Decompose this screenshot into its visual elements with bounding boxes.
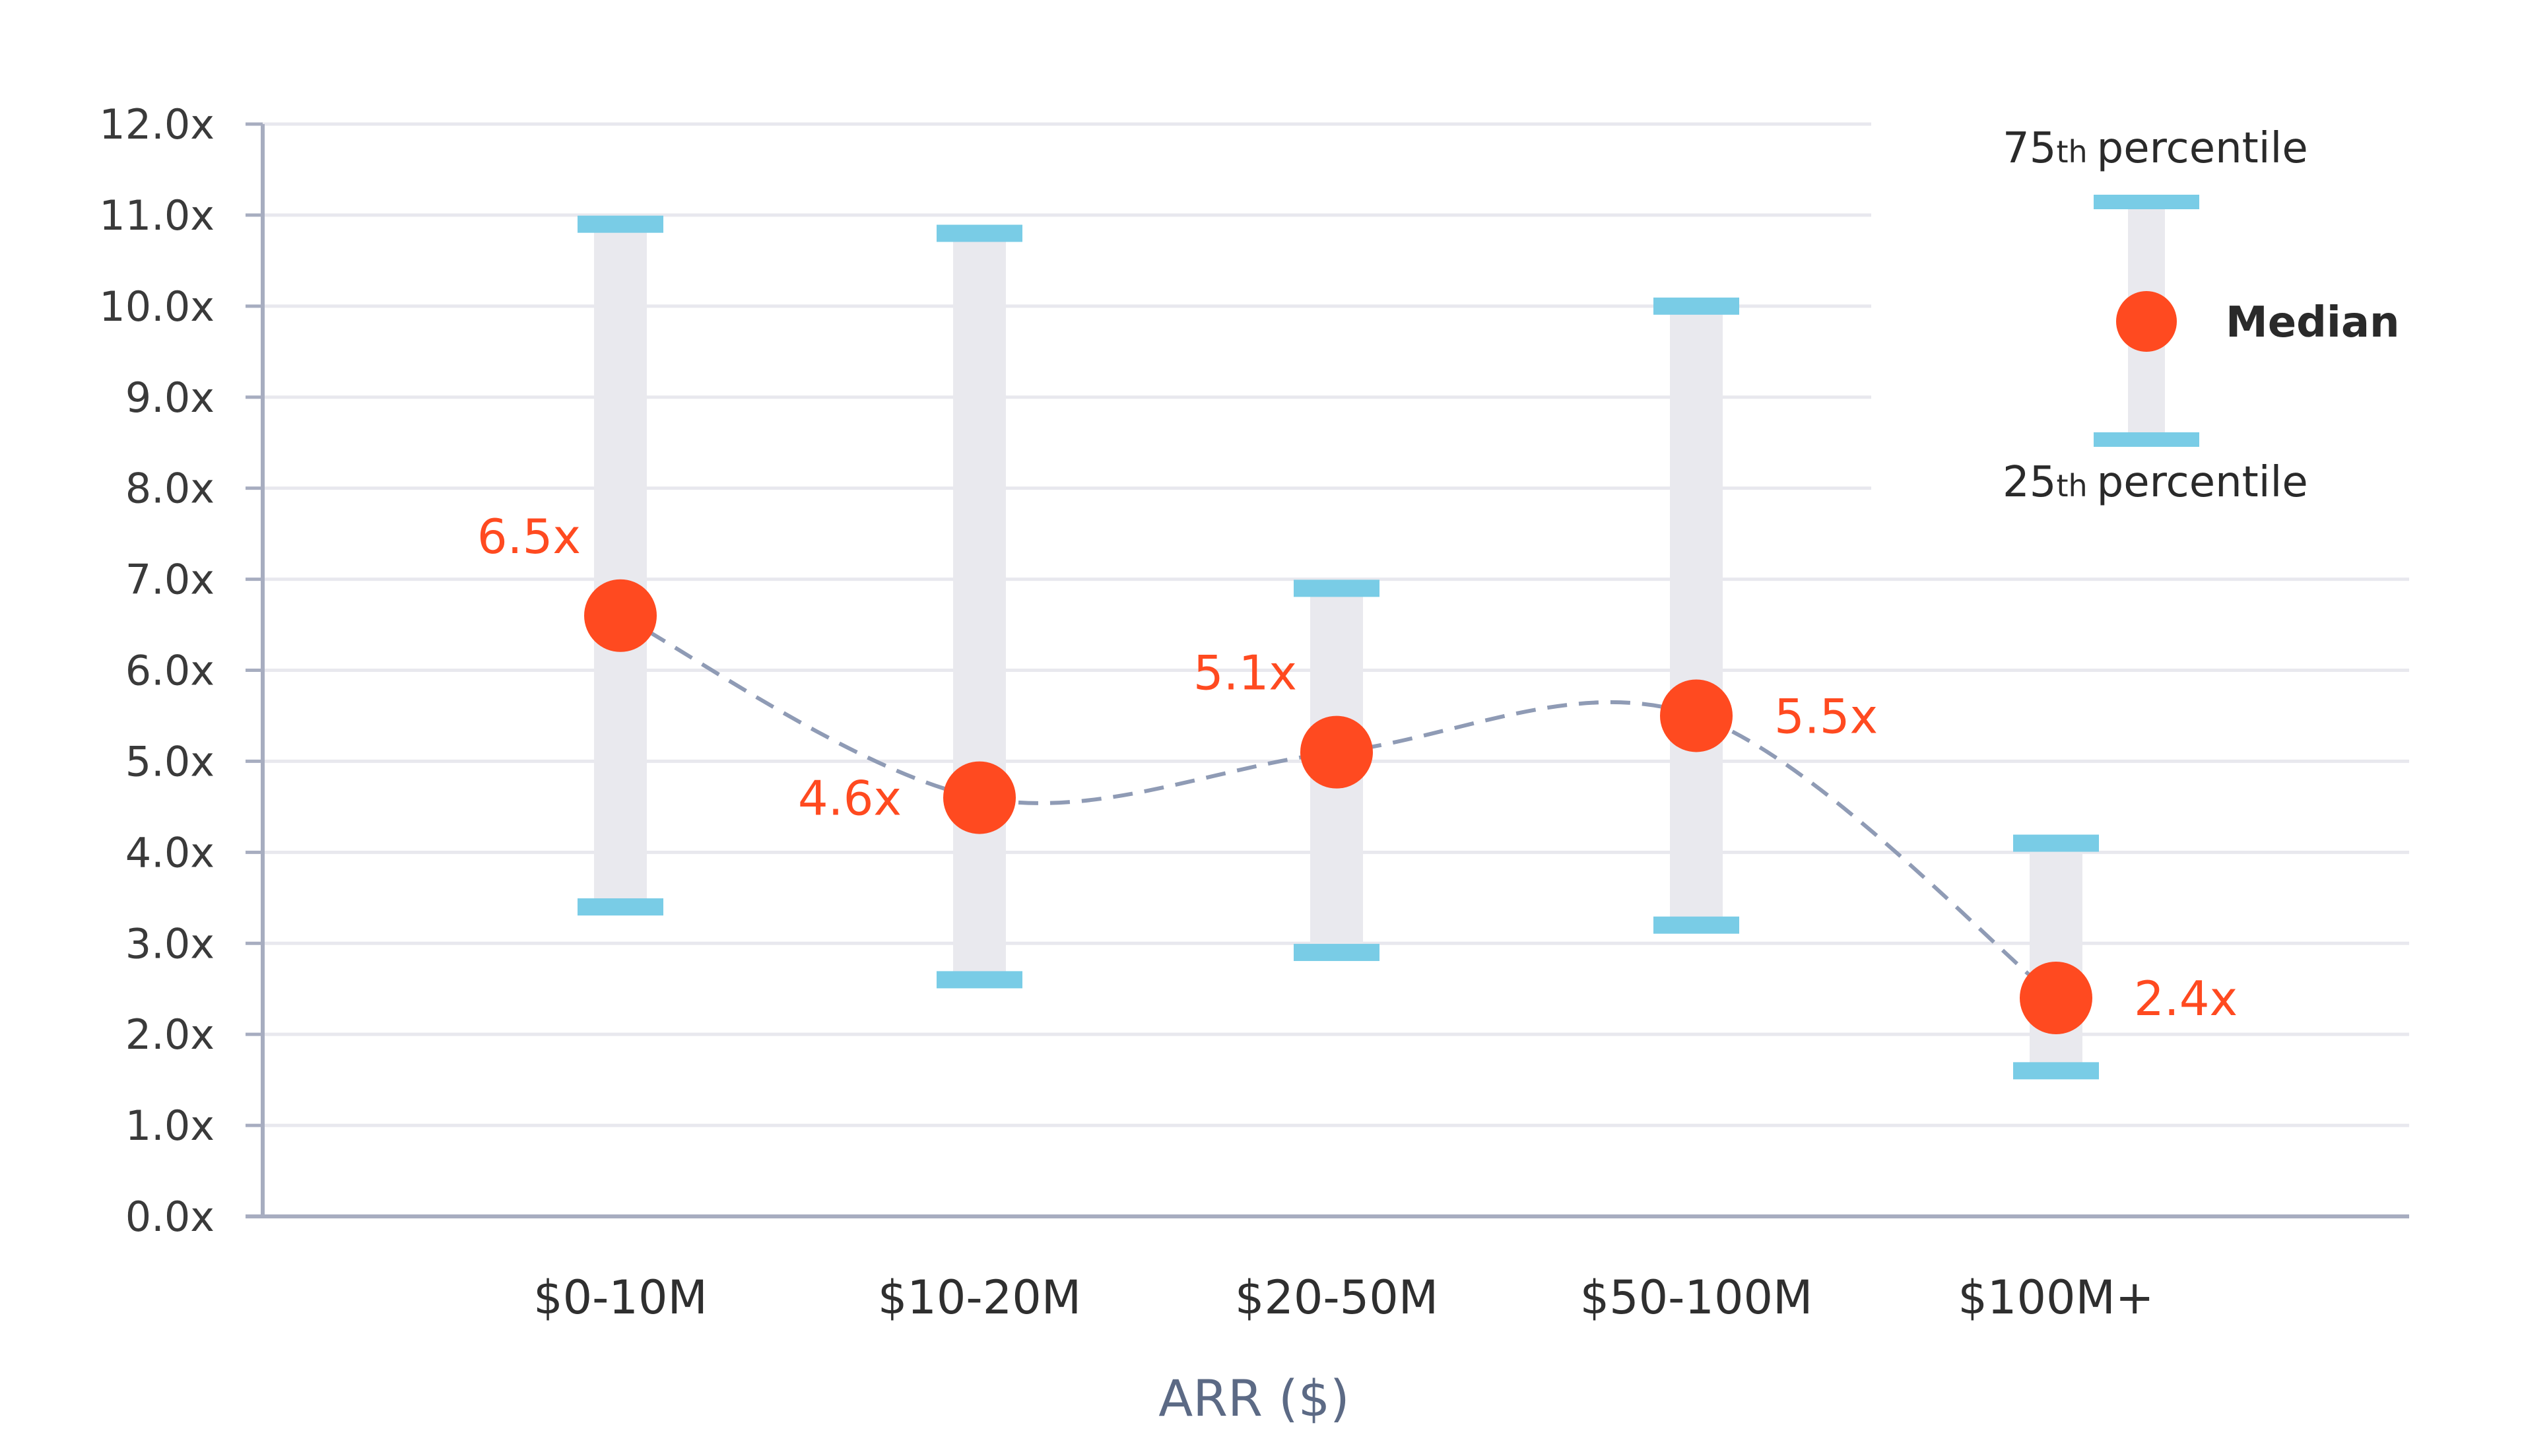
x-category-label: $100M+: [1958, 1271, 2154, 1325]
x-category-label: $0-10M: [533, 1271, 708, 1325]
x-category-label: $10-20M: [878, 1271, 1081, 1325]
legend-75th-cap: [2094, 195, 2199, 209]
median-points: 6.5x 4.6x 5.1x 5.5x 2.4x: [477, 509, 2238, 1034]
axes: [246, 124, 2409, 1218]
percentile-75th-cap: [1653, 297, 1739, 315]
y-tick-label: 8.0x: [125, 465, 215, 513]
y-tick-label: 6.0x: [125, 647, 215, 695]
legend: 75th percentile Median 25th percentile: [2003, 124, 2400, 507]
y-tick-label: 0.0x: [125, 1193, 215, 1241]
median-data-label: 5.1x: [1193, 645, 1297, 701]
x-category-label: $20-50M: [1235, 1271, 1438, 1325]
range-bar: [953, 233, 1006, 980]
legend-25th-word: percentile: [2097, 458, 2308, 507]
median-dot: [1660, 679, 1733, 752]
legend-75th-number: 75: [2003, 124, 2056, 173]
percentile-75th-cap: [937, 224, 1022, 242]
median-data-label: 2.4x: [2134, 971, 2238, 1026]
y-tick-label: 4.0x: [125, 828, 215, 877]
y-tick-label: 2.0x: [125, 1010, 215, 1059]
y-tick-label: 9.0x: [125, 374, 215, 422]
percentile-25th-cap: [1653, 916, 1739, 934]
median-data-label: 5.5x: [1774, 688, 1878, 744]
legend-25th-label: 25th percentile: [2003, 458, 2308, 507]
y-tick-label: 12.0x: [99, 100, 215, 149]
median-dot: [584, 579, 657, 652]
x-axis-categories: $0-10M $10-20M $20-50M $50-100M $100M+: [533, 1271, 2154, 1325]
x-category-label: $50-100M: [1580, 1271, 1813, 1325]
median-dot: [943, 761, 1016, 834]
legend-75th-label: 75th percentile: [2003, 124, 2308, 173]
percentile-75th-cap: [2013, 834, 2099, 852]
y-tick-label: 11.0x: [99, 191, 215, 240]
percentile-25th-cap: [937, 971, 1022, 989]
range-bars: [578, 215, 2099, 1080]
y-tick-label: 1.0x: [125, 1102, 215, 1150]
legend-25th-suffix: th: [2056, 468, 2087, 504]
legend-25th-cap: [2094, 432, 2199, 447]
median-dot: [1300, 715, 1373, 789]
y-axis-ticks: 0.0x 1.0x 2.0x 3.0x 4.0x 5.0x 6.0x 7.0x 8.0x 9.0x…: [99, 100, 263, 1241]
percentile-75th-cap: [1294, 579, 1379, 597]
median-data-label: 4.6x: [798, 771, 902, 826]
range-bar: [594, 224, 647, 908]
percentile-25th-cap: [578, 898, 663, 916]
percentile-25th-cap: [2013, 1062, 2099, 1080]
y-tick-label: 5.0x: [125, 737, 215, 785]
percentile-25th-cap: [1294, 944, 1379, 962]
median-data-label: 6.5x: [477, 509, 581, 564]
median-dot: [2020, 962, 2092, 1034]
x-axis-title: ARR ($): [1158, 1369, 1349, 1428]
legend-75th-word: percentile: [2097, 124, 2308, 173]
legend-median-dot: [2116, 291, 2177, 352]
y-tick-label: 7.0x: [125, 556, 215, 604]
legend-75th-suffix: th: [2056, 134, 2087, 170]
y-tick-label: 10.0x: [99, 282, 215, 331]
legend-median-label: Median: [2226, 298, 2400, 347]
percentile-75th-cap: [578, 215, 663, 233]
range-bar: [1670, 306, 1723, 925]
y-tick-label: 3.0x: [125, 919, 215, 968]
range-bar: [2030, 843, 2082, 1071]
legend-25th-number: 25: [2003, 458, 2056, 507]
